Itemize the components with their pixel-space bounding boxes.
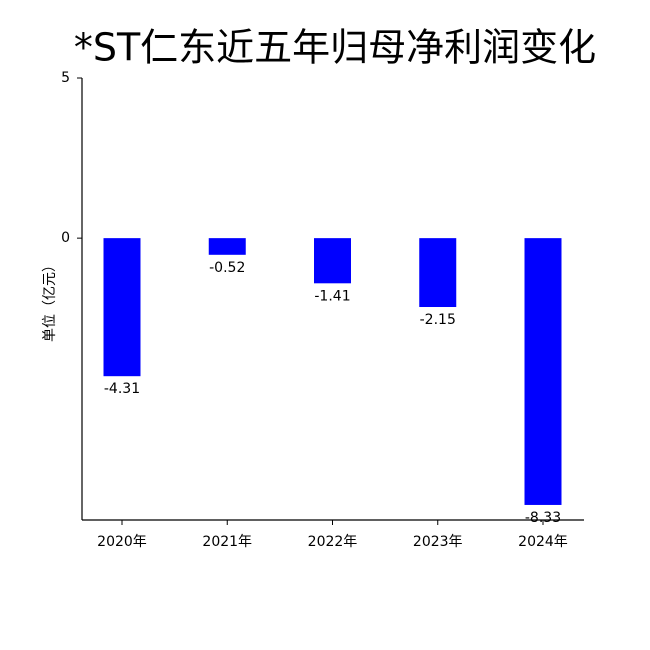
bar [419, 238, 457, 308]
x-tick-label: 2020年 [97, 534, 147, 550]
value-label: -0.52 [209, 260, 245, 276]
y-tick-label: 0 [61, 230, 70, 246]
bar [103, 238, 141, 377]
bar [524, 238, 562, 505]
bar [208, 238, 246, 255]
chart-title: *ST仁东近五年归母净利润变化 [74, 26, 596, 70]
y-tick-label: 5 [61, 70, 70, 86]
value-label: -1.41 [314, 288, 350, 304]
x-tick-label: 2024年 [518, 534, 568, 550]
y-axis-label: 单位（亿元） [42, 258, 58, 342]
bar [314, 238, 351, 284]
x-tick-label: 2023年 [413, 534, 463, 550]
value-label: -8.33 [525, 510, 561, 526]
x-tick-label: 2022年 [308, 534, 358, 550]
value-label: -4.31 [104, 381, 140, 397]
value-label: -2.15 [420, 312, 456, 328]
x-tick-label: 2021年 [202, 534, 252, 550]
